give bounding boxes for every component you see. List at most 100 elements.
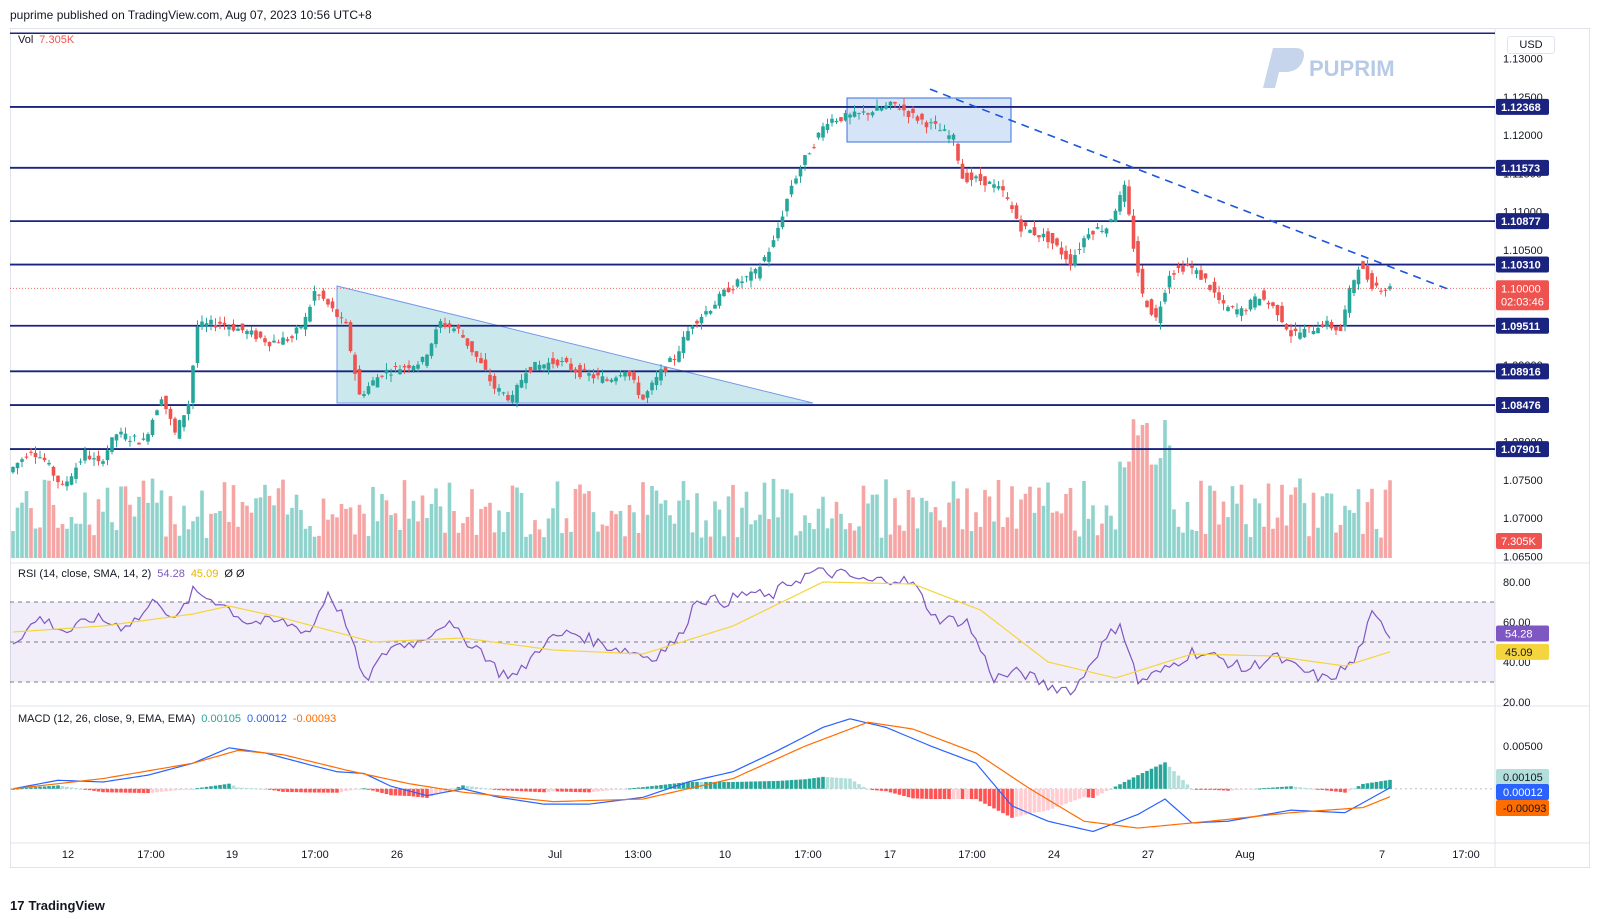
macd-histogram-bar — [497, 788, 501, 791]
candle-body — [1136, 241, 1140, 273]
price-tick-label: 1.12000 — [1503, 130, 1543, 142]
macd-histogram-bar — [884, 788, 888, 792]
candle-body — [42, 457, 47, 461]
volume-bar — [362, 513, 366, 558]
macd-histogram-bar — [915, 788, 920, 799]
macd-histogram-bar — [1059, 788, 1064, 806]
candle-body — [1041, 233, 1046, 238]
candle-body — [843, 112, 848, 121]
macd-histogram-bar — [866, 788, 870, 790]
macd-histogram-bar — [200, 787, 204, 789]
macd-histogram-bar — [978, 788, 983, 802]
candle-body — [762, 257, 767, 262]
volume-bar — [236, 526, 240, 558]
volume-bar — [749, 524, 753, 558]
volume-bar — [731, 485, 735, 558]
macd-histogram-bar — [1298, 787, 1302, 789]
macd-histogram-bar — [56, 785, 60, 789]
candle-body — [1050, 232, 1055, 244]
level-price-label: 1.08476 — [1501, 400, 1541, 412]
volume-bar — [591, 512, 596, 558]
candle-body — [1244, 310, 1248, 312]
volume-bar — [884, 479, 888, 558]
candle-body — [443, 323, 447, 327]
macd-histogram-bar — [393, 788, 398, 796]
volume-bar — [897, 525, 902, 558]
macd-value-label: 0.00105 — [1503, 772, 1543, 784]
macd-histogram-bar — [1073, 788, 1077, 801]
volume-bar — [1266, 483, 1271, 558]
macd-histogram-bar — [785, 780, 789, 789]
macd-line — [12, 718, 1391, 833]
candle-body — [767, 251, 771, 262]
volume-bar — [812, 529, 816, 558]
macd-histogram-bar — [1388, 779, 1392, 789]
volume-bar — [510, 485, 515, 558]
macd-histogram-bar — [1176, 775, 1181, 789]
level-price-label: 1.07901 — [1501, 444, 1541, 456]
volume-bar — [335, 517, 339, 558]
macd-histogram-bar — [1316, 788, 1320, 790]
candle-body — [1208, 285, 1212, 290]
volume-bar — [1190, 529, 1194, 558]
macd-histogram-bar — [627, 788, 632, 790]
macd-histogram-bar — [528, 788, 533, 792]
volume-bar — [1383, 489, 1388, 558]
macd-histogram-bar — [1014, 788, 1019, 817]
macd-histogram-bar — [564, 788, 569, 792]
volume-bar — [537, 529, 542, 558]
volume-bar — [452, 511, 456, 558]
candle-body — [569, 363, 573, 370]
macd-histogram-bar — [956, 788, 960, 800]
time-tick-label: 7 — [1379, 849, 1385, 861]
volume-bar — [614, 514, 618, 558]
volume-bar — [60, 524, 65, 558]
macd-histogram-bar — [519, 788, 524, 792]
macd-histogram-bar — [186, 788, 191, 790]
candle-body — [668, 357, 672, 362]
macd-histogram-bar — [51, 785, 56, 789]
macd-histogram-bar — [825, 777, 830, 789]
candle-body — [438, 321, 443, 328]
volume-bar — [650, 485, 654, 558]
macd-histogram-bar — [1248, 788, 1253, 790]
volume-bar — [285, 514, 290, 558]
macd-histogram-bar — [816, 777, 821, 789]
candle-body — [1253, 296, 1257, 308]
macd-histogram-bar — [600, 788, 605, 792]
time-tick-label: 26 — [391, 849, 403, 861]
candle-body — [1311, 330, 1316, 335]
volume-bar — [645, 514, 650, 558]
tradingview-footer-label: TradingView — [28, 898, 105, 913]
candle-body — [65, 481, 69, 487]
candle-body — [861, 111, 866, 113]
candle-body — [483, 359, 488, 370]
volume-bar — [600, 524, 605, 558]
candle-body — [938, 130, 942, 132]
macd-histogram-bar — [1212, 788, 1217, 790]
level-price-label: 1.12368 — [1501, 102, 1541, 114]
volume-bar — [1329, 493, 1334, 558]
volume-bar — [209, 513, 213, 558]
currency-label[interactable]: USD — [1507, 36, 1555, 54]
volume-bar — [1149, 464, 1154, 558]
volume-bar — [393, 513, 398, 558]
volume-bar — [974, 512, 978, 558]
volume-bar — [920, 497, 924, 558]
macd-histogram-bar — [1311, 788, 1316, 790]
macd-histogram-bar — [645, 786, 650, 789]
candle-body — [1010, 205, 1014, 210]
candle-body — [1001, 186, 1005, 191]
macd-histogram-bar — [1032, 788, 1037, 813]
volume-bar — [474, 534, 479, 558]
volume-bar — [1104, 505, 1109, 558]
volume-bar — [38, 527, 42, 558]
candle-body — [852, 111, 857, 117]
candle-body — [11, 466, 15, 473]
candle-body — [1266, 302, 1271, 305]
macd-histogram-bar — [380, 788, 384, 793]
level-price-badge — [1496, 397, 1549, 414]
macd-histogram-bar — [641, 787, 645, 789]
macd-histogram-bar — [177, 788, 182, 791]
